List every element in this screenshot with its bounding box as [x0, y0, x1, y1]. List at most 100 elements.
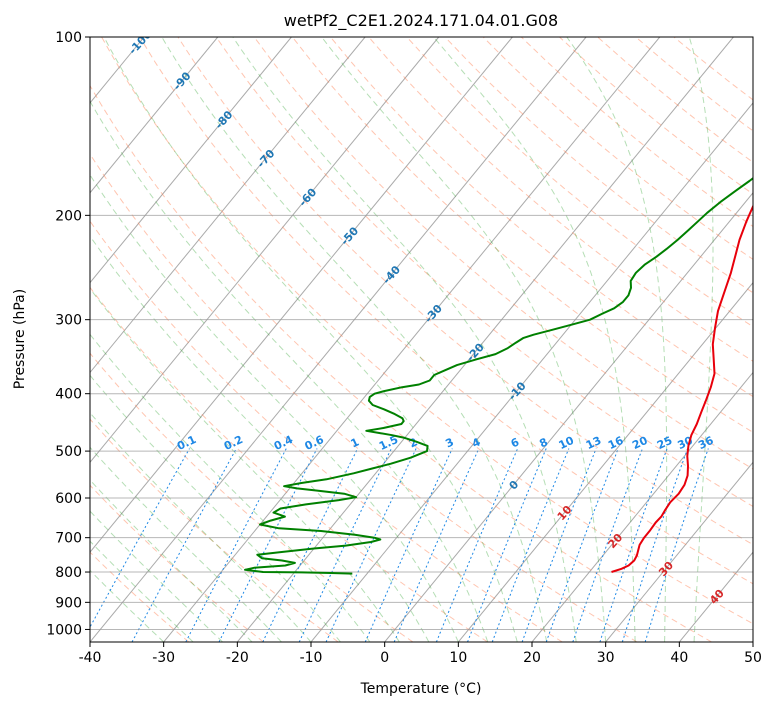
- dry-adiabat-line: [90, 220, 563, 642]
- dry-adiabat-line: [559, 37, 753, 195]
- y-tick-label: 600: [55, 491, 82, 507]
- dry-adiabat-line: [253, 37, 753, 470]
- pressure-grid-lines: [90, 37, 753, 630]
- plot-area: -100-90-80-70-60-50-40-30-20-10010203040…: [0, 28, 753, 642]
- moist-adiabat-line: [433, 37, 636, 642]
- isotherm-label: -90: [171, 69, 194, 93]
- x-tick-label: 0: [380, 650, 389, 666]
- dry-adiabat-line: [90, 153, 638, 642]
- mixing-ratio-label: 36: [696, 434, 716, 452]
- isotherm-line: [90, 37, 292, 284]
- x-tick-label: 10: [449, 650, 467, 666]
- isotherm-line: [531, 371, 753, 642]
- isotherm-label: -20: [464, 340, 487, 364]
- moist-adiabat-line: [90, 235, 430, 642]
- mixing-ratio-label: 0.6: [303, 433, 326, 453]
- moist-adiabat-line: [90, 540, 194, 642]
- mixing-ratio-line: [521, 448, 597, 642]
- dry-adiabat-line: [90, 286, 488, 642]
- mixing-ratio-line: [545, 448, 619, 642]
- mixing-ratio-label: 0.4: [272, 433, 295, 453]
- dry-adiabat-line: [673, 37, 753, 101]
- isotherm-line: [384, 192, 753, 642]
- moist-adiabat-line: [90, 569, 165, 642]
- isotherm-line: [752, 641, 753, 642]
- isotherm-line: [90, 37, 513, 553]
- dry-adiabat-line: [330, 37, 753, 398]
- mixing-ratio-label: 1: [349, 435, 361, 450]
- dry-adiabat-line: [177, 37, 753, 546]
- moist-adiabat-line: [688, 37, 714, 642]
- isotherm-line: [90, 37, 366, 374]
- isotherm-line: [236, 37, 734, 642]
- mixing-ratio-line: [298, 448, 392, 642]
- mixing-ratio-line: [185, 448, 287, 642]
- y-tick-label: 500: [55, 444, 82, 460]
- plot-frame: [89, 36, 754, 643]
- dry-adiabat-line: [90, 84, 712, 642]
- dry-adiabat-line: [90, 352, 414, 642]
- y-axis-ticks: 100 200 300 400 500 600 700 800 900 1000: [46, 30, 90, 638]
- mixing-ratio-line: [131, 448, 237, 642]
- moist-adiabat-line: [90, 287, 400, 642]
- moist-adiabat-line: [90, 479, 253, 642]
- moist-adiabat-lines: [90, 37, 714, 642]
- isotherm-line: [163, 37, 661, 642]
- mixing-ratio-line: [90, 448, 190, 629]
- isotherm-line: [0, 37, 70, 642]
- y-tick-label: 800: [55, 565, 82, 581]
- dry-adiabat-line: [635, 37, 753, 132]
- isotherm-lines: [0, 37, 753, 642]
- isotherm-label: -100: [126, 28, 154, 57]
- mixing-ratio-label: 4: [470, 435, 483, 450]
- mixing-ratio-line: [621, 448, 689, 642]
- dry-adiabat-line: [292, 37, 753, 433]
- mixing-ratio-line: [491, 448, 570, 642]
- x-tick-label: 50: [744, 650, 762, 666]
- x-tick-label: -10: [300, 650, 323, 666]
- x-tick-label: -40: [79, 650, 102, 666]
- mixing-ratio-line: [572, 448, 643, 642]
- moist-adiabat-line: [321, 37, 607, 642]
- mixing-ratio-line: [393, 448, 480, 642]
- mixing-ratio-lines: [90, 448, 709, 642]
- y-axis-label: Pressure (hPa): [12, 289, 28, 389]
- mixing-ratio-label: 10: [557, 434, 577, 452]
- dry-adiabat-line: [90, 418, 339, 642]
- y-tick-label: 1000: [46, 622, 82, 638]
- isotherm-label: -70: [254, 147, 277, 171]
- mixing-ratio-label: 0.2: [222, 433, 245, 453]
- y-tick-label: 400: [55, 387, 82, 403]
- mixing-ratio-label: 0.1: [175, 433, 198, 453]
- moist-adiabat-line: [90, 333, 371, 642]
- isotherm-line: [605, 461, 753, 642]
- profile-series: [244, 176, 753, 575]
- isotherm-line: [310, 102, 753, 642]
- dry-adiabat-line: [90, 484, 264, 642]
- y-tick-label: 700: [55, 531, 82, 547]
- mixing-ratio-line: [364, 448, 453, 642]
- moist-adiabat-line: [566, 37, 668, 642]
- dewpoint-line: [244, 176, 753, 575]
- moist-adiabat-line: [232, 37, 577, 642]
- x-tick-label: -30: [152, 650, 175, 666]
- isotherm-label: -50: [338, 224, 361, 248]
- mixing-ratio-line: [467, 448, 547, 642]
- isotherm-label: -30: [422, 302, 445, 326]
- y-tick-label: 300: [55, 313, 82, 329]
- mixing-ratio-label: 30: [676, 434, 696, 452]
- moist-adiabat-line: [90, 510, 223, 642]
- isotherm-line: [90, 37, 587, 642]
- y-tick-label: 200: [55, 208, 82, 224]
- moist-adiabat-line: [103, 37, 518, 642]
- x-axis-ticks: -40 -30 -20 -10 0 10 20 30 40 50: [79, 642, 762, 666]
- isotherm-label: -60: [296, 185, 319, 209]
- moist-adiabat-line: [90, 374, 341, 642]
- x-tick-label: -20: [226, 650, 249, 666]
- mixing-ratio-label: 16: [606, 434, 626, 452]
- mixing-ratio-line: [218, 448, 318, 642]
- y-tick-label: 100: [55, 30, 82, 46]
- x-tick-label: 20: [523, 650, 541, 666]
- isotherm-label: -80: [213, 108, 236, 132]
